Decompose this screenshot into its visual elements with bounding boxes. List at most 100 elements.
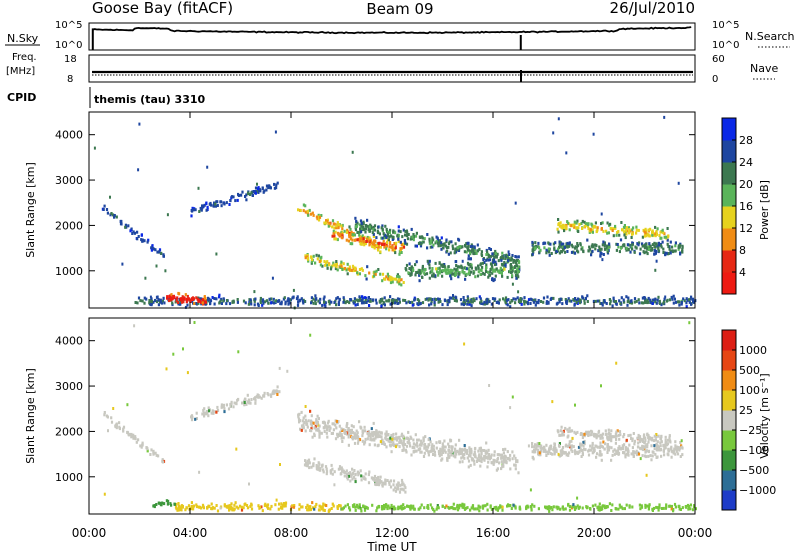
echo-cell bbox=[393, 443, 396, 447]
echo-cell bbox=[604, 429, 607, 433]
echo-cell bbox=[165, 499, 168, 503]
echo-cell bbox=[431, 274, 434, 278]
echo-cell bbox=[317, 417, 320, 421]
echo-cell bbox=[430, 447, 433, 450]
echo-cell bbox=[200, 506, 203, 510]
echo-cell bbox=[315, 418, 318, 422]
echo-cell bbox=[658, 503, 661, 507]
echo-cell bbox=[488, 384, 491, 387]
echo-cell bbox=[474, 453, 477, 457]
echo-cell bbox=[479, 456, 482, 460]
echo-cell bbox=[601, 303, 604, 307]
echo-cell bbox=[560, 425, 563, 429]
echo-cell bbox=[310, 301, 313, 305]
echo-cell bbox=[537, 301, 540, 305]
echo-cell bbox=[351, 477, 354, 481]
echo-cell bbox=[389, 479, 392, 483]
echo-cell bbox=[141, 441, 144, 445]
echo-cell bbox=[467, 297, 470, 301]
echo-cell bbox=[352, 471, 355, 475]
echo-cell bbox=[666, 242, 669, 246]
echo-cell bbox=[547, 247, 550, 251]
echo-cell bbox=[516, 273, 519, 276]
echo-cell bbox=[454, 295, 457, 299]
scale-frame bbox=[721, 329, 737, 511]
echo-cell bbox=[364, 472, 367, 476]
echo-cell bbox=[393, 507, 396, 511]
echo-cell bbox=[317, 218, 320, 221]
echo-cell bbox=[627, 248, 630, 252]
echo-cell bbox=[405, 444, 409, 448]
echo-cell bbox=[401, 481, 404, 485]
echo-cell bbox=[469, 300, 472, 303]
time-tick-label: 00:00 bbox=[72, 526, 107, 540]
echo-cell bbox=[331, 502, 334, 506]
echo-cell bbox=[566, 220, 569, 224]
echo-cell bbox=[648, 244, 651, 248]
echo-cell bbox=[317, 213, 320, 217]
echo-cell bbox=[145, 297, 148, 301]
echo-cell bbox=[440, 236, 443, 240]
echo-cell bbox=[352, 431, 355, 435]
echo-cell bbox=[363, 442, 366, 446]
echo-cell bbox=[136, 237, 139, 241]
echo-cell bbox=[661, 228, 664, 232]
echo-cell bbox=[580, 222, 583, 225]
echo-cell bbox=[334, 437, 338, 441]
echo-cell bbox=[207, 406, 210, 410]
echo-cell bbox=[631, 437, 634, 441]
echo-cell bbox=[426, 246, 429, 250]
echo-cell bbox=[663, 453, 666, 457]
echo-cell bbox=[411, 303, 414, 307]
echo-cell bbox=[219, 506, 222, 510]
echo-cell bbox=[248, 298, 251, 302]
echo-cell bbox=[531, 503, 534, 507]
echo-cell bbox=[422, 439, 425, 443]
echo-cell bbox=[206, 411, 209, 415]
echo-cell bbox=[377, 246, 380, 250]
echo-cell bbox=[632, 432, 635, 435]
echo-cell bbox=[344, 429, 347, 432]
echo-cell bbox=[504, 296, 508, 300]
echo-cell bbox=[245, 402, 248, 406]
echo-cell bbox=[451, 247, 455, 251]
echo-cell bbox=[664, 435, 667, 439]
echo-cell bbox=[399, 487, 402, 491]
echo-cell bbox=[309, 409, 312, 413]
echo-cell bbox=[349, 472, 352, 476]
range-tick-label: 3000 bbox=[55, 174, 83, 187]
echo-cell bbox=[400, 478, 404, 482]
echo-cell bbox=[517, 261, 521, 265]
echo-cell bbox=[614, 300, 617, 303]
echo-cell bbox=[156, 250, 159, 254]
echo-cell bbox=[670, 449, 674, 453]
echo-cell bbox=[304, 204, 307, 208]
echo-cell bbox=[182, 297, 185, 301]
echo-cell bbox=[478, 447, 481, 451]
echo-cell bbox=[187, 297, 190, 301]
echo-cell bbox=[552, 446, 555, 450]
echo-cell bbox=[486, 465, 489, 469]
echo-cell bbox=[641, 242, 644, 246]
echo-cell bbox=[630, 236, 633, 239]
echo-cell bbox=[454, 250, 458, 254]
echo-cell bbox=[533, 445, 536, 449]
echo-cell bbox=[380, 236, 383, 240]
echo-cell bbox=[328, 429, 331, 432]
echo-cell bbox=[467, 459, 471, 463]
echo-cell bbox=[566, 221, 570, 225]
echo-cell bbox=[328, 263, 331, 267]
echo-cell bbox=[627, 434, 630, 438]
echo-cell bbox=[674, 444, 677, 448]
echo-cell bbox=[336, 268, 339, 272]
echo-cell bbox=[328, 508, 331, 512]
echo-cell bbox=[345, 230, 348, 234]
echo-cell bbox=[636, 451, 639, 455]
echo-cell bbox=[316, 467, 319, 471]
echo-cell bbox=[369, 299, 372, 303]
echo-cell bbox=[628, 230, 631, 234]
echo-cell bbox=[383, 503, 386, 507]
echo-cell bbox=[369, 298, 372, 301]
echo-cell bbox=[457, 237, 460, 241]
echo-cell bbox=[235, 447, 238, 451]
